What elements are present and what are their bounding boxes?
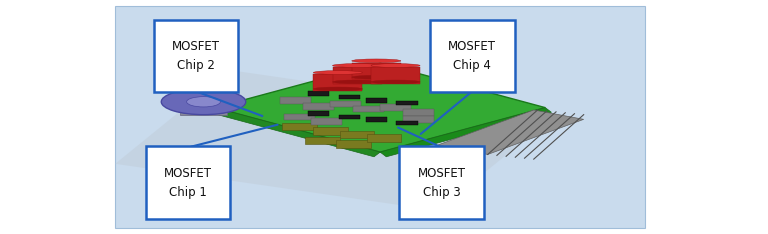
- Ellipse shape: [371, 64, 420, 67]
- FancyBboxPatch shape: [146, 146, 230, 219]
- Text: MOSFET
Chip 3: MOSFET Chip 3: [418, 167, 465, 198]
- Ellipse shape: [371, 80, 420, 84]
- Bar: [284, 114, 315, 120]
- Ellipse shape: [352, 75, 401, 79]
- Circle shape: [161, 89, 246, 115]
- Bar: [333, 67, 382, 84]
- Text: MOSFET
Chip 1: MOSFET Chip 1: [164, 167, 212, 198]
- Bar: [403, 109, 434, 116]
- Bar: [366, 134, 401, 142]
- Bar: [353, 106, 384, 112]
- Polygon shape: [180, 89, 227, 115]
- Ellipse shape: [333, 64, 382, 67]
- FancyBboxPatch shape: [115, 6, 645, 228]
- Text: MOSFET
Chip 2: MOSFET Chip 2: [172, 40, 220, 72]
- Bar: [313, 74, 362, 91]
- Bar: [305, 137, 339, 144]
- Polygon shape: [215, 63, 545, 152]
- Bar: [366, 98, 387, 103]
- Ellipse shape: [352, 59, 401, 63]
- Polygon shape: [209, 108, 380, 157]
- Bar: [339, 115, 360, 119]
- FancyBboxPatch shape: [154, 20, 238, 92]
- Bar: [371, 67, 420, 84]
- Bar: [330, 101, 361, 107]
- Bar: [311, 118, 342, 125]
- Bar: [352, 63, 401, 79]
- Polygon shape: [438, 110, 584, 154]
- FancyBboxPatch shape: [430, 20, 515, 92]
- FancyBboxPatch shape: [399, 146, 484, 219]
- Bar: [396, 121, 418, 125]
- Circle shape: [187, 97, 220, 107]
- Bar: [339, 131, 375, 138]
- Bar: [396, 101, 418, 105]
- Bar: [403, 116, 434, 123]
- Bar: [303, 103, 334, 110]
- Bar: [380, 104, 411, 111]
- Bar: [339, 95, 360, 99]
- Ellipse shape: [313, 71, 362, 74]
- Bar: [313, 127, 347, 135]
- Bar: [336, 140, 370, 148]
- Bar: [308, 111, 329, 116]
- Ellipse shape: [333, 80, 382, 84]
- Bar: [280, 97, 311, 104]
- Bar: [283, 123, 316, 130]
- Polygon shape: [115, 70, 553, 211]
- Bar: [366, 117, 387, 122]
- Bar: [308, 91, 329, 96]
- Polygon shape: [380, 108, 551, 157]
- Ellipse shape: [313, 87, 362, 91]
- Text: MOSFET
Chip 4: MOSFET Chip 4: [449, 40, 496, 72]
